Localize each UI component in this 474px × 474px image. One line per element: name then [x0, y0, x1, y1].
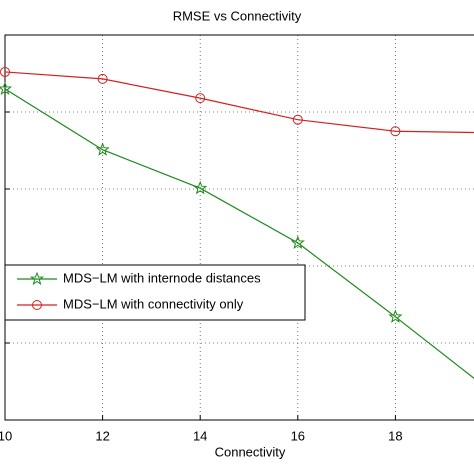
x-tick-label: 10	[0, 428, 12, 443]
star-marker	[29, 271, 45, 286]
star-marker	[193, 180, 208, 195]
legend-label: MDS−LM with internode distances	[63, 270, 261, 285]
circle-marker	[195, 93, 206, 104]
series-line	[4, 71, 474, 134]
x-tick-label: 18	[388, 428, 402, 443]
star-marker	[0, 81, 13, 95]
series-line	[4, 88, 474, 379]
x-tick-label: 12	[95, 428, 109, 443]
x-tick-label: 16	[291, 428, 305, 443]
circle-marker	[292, 114, 303, 125]
star-marker	[95, 142, 110, 156]
plot-frame	[4, 34, 474, 421]
circle-marker	[32, 300, 42, 310]
legend-box	[4, 264, 306, 321]
circle-marker	[97, 73, 108, 84]
circle-marker	[0, 66, 10, 77]
circle-marker	[390, 126, 401, 137]
legend-label: MDS−LM with connectivity only	[63, 296, 244, 311]
chart-title: RMSE vs Connectivity	[173, 8, 302, 23]
star-marker	[388, 309, 403, 323]
x-tick-label: 14	[193, 428, 207, 443]
x-axis-label: Connectivity	[215, 444, 286, 459]
star-marker	[290, 235, 305, 249]
